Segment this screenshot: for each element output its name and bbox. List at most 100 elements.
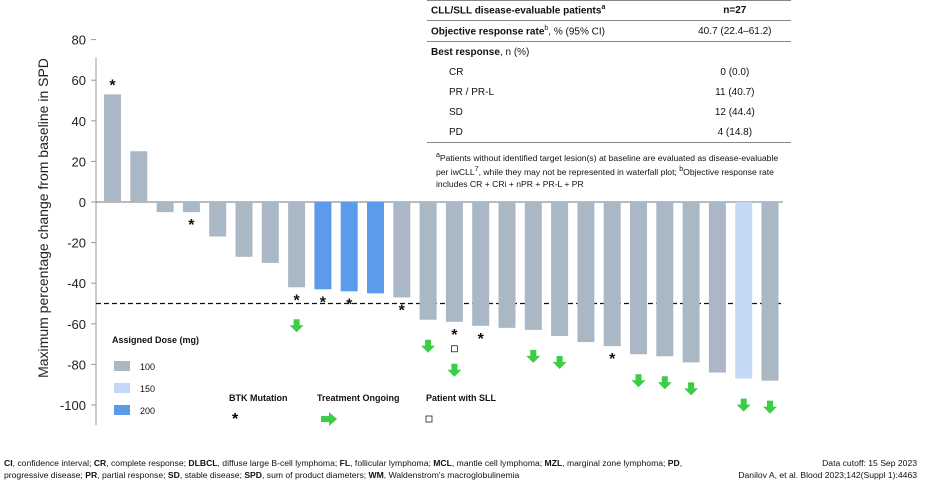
abbrev-def: , mantle cell lymphoma; [451,458,545,468]
legend-swatch-100 [114,361,130,371]
y-tick-label: -40 [67,276,86,291]
legend-label-150: 150 [140,384,155,394]
row-label-sd: SD [449,106,463,118]
down-arrow-icon [657,376,672,390]
abbrev-term: PR [85,470,98,480]
bar [551,202,569,336]
sll-square-icon [450,345,458,353]
btk-asterisk-icon: * [109,77,116,94]
abbrev-def: , sum of product diameters; [262,470,369,480]
row-label-cr: CR [449,66,464,78]
bar [182,202,200,213]
data-cutoff: Data cutoff: 15 Sep 2023 [822,458,917,468]
btk-asterisk-icon: * [188,217,195,234]
bar [130,151,148,202]
legend-title: Assigned Dose (mg) [112,335,199,345]
abbrev-def: , progressive disease; [4,458,683,480]
abbrev-def: , confidence interval; [12,458,94,468]
legend-ongoing: Treatment Ongoing [317,393,400,426]
down-arrow-icon [421,339,436,353]
bar [261,202,279,263]
table-best-response-row: Best response, n (%) [427,42,791,63]
abbrev-def: , marginal zone lymphoma; [562,458,668,468]
bar [235,202,253,257]
abbrev-term: DLBCL [188,458,218,468]
orr-value: 40.7 (22.4–61.2) [678,20,791,42]
row-label-pd: PD [427,122,679,143]
y-tick-label: 40 [72,114,86,129]
abbrev-term: FL [339,458,351,468]
legend-label-100: 100 [140,362,155,372]
square-icon [425,415,433,423]
y-tick-label: 80 [72,33,86,48]
bar [498,202,516,328]
down-arrow-icon [763,400,777,414]
abbrev-def: , follicular lymphoma; [350,458,434,468]
bar [419,202,437,320]
table-header-value: n=27 [678,0,791,21]
legend-btk-label: BTK Mutation [229,393,288,403]
down-arrow-icon [289,319,304,333]
abbrev-def: , stable disease; [179,470,245,480]
bar [656,202,674,357]
legend-swatch-200 [114,405,130,415]
btk-asterisk-icon: * [478,331,485,348]
row-value-pr: 11 (40.7) [715,86,755,98]
citation: Danilov A, et al. Blood 2023;142(Suppl 1… [738,470,917,480]
table-row: PR / PR-L 11 (40.7) [427,82,791,102]
btk-asterisk-icon: * [346,296,353,313]
asterisk-icon: * [232,411,239,428]
bar [472,202,490,326]
bar [603,202,621,347]
y-axis-label: Maximum percentage change from baseline … [35,58,51,378]
best-response-label: Best response, n (%) [431,46,530,58]
legend-swatch-150 [114,383,130,393]
abbreviations-footer: CI, confidence interval; CR, complete re… [4,457,684,481]
y-tick-label: -60 [67,317,86,332]
bar [340,202,358,292]
legend: Assigned Dose (mg) 100 150 200 BTK Mutatio… [112,335,497,428]
row-value-pd: 4 (14.8) [678,122,791,143]
table-row: SD 12 (44.4) [427,102,791,122]
legend-sll: Patient with SLL [425,393,497,423]
abbrev-def: , Waldenstrom's macroglobulinemia [383,470,520,480]
btk-asterisk-icon: * [293,292,300,309]
down-arrow-icon [736,398,751,412]
btk-asterisk-icon: * [399,302,406,319]
abbrev-def: , partial response; [97,470,168,480]
table-header-label: CLL/SLL disease-evaluable patientsa [427,0,679,21]
down-arrow-icon [526,349,541,363]
btk-asterisk-icon: * [320,294,327,311]
y-tick-label: -20 [67,236,86,251]
bar [104,94,121,202]
bar [288,202,306,288]
abbrev-term: CR [93,458,107,468]
abbrev-term: SPD [244,470,262,480]
bar [735,202,753,379]
bar [314,202,332,290]
abbrev-def: , complete response; [106,458,189,468]
abbrev-def: , diffuse large B-cell lymphoma; [217,458,340,468]
y-tick-label: -100 [60,398,86,413]
bar [524,202,542,330]
abbrev-term: MCL [433,458,452,468]
bar [708,202,726,373]
abbrev-term: WM [368,470,384,480]
bar [209,202,227,237]
table-row: PD 4 (14.8) [427,122,791,143]
row-value-sd: 12 (44.4) [714,106,755,118]
y-tick-label: -80 [67,357,86,372]
down-arrow-icon [631,374,646,388]
bar [367,202,384,294]
legend-label-200: 200 [140,406,155,416]
table-header-row: CLL/SLL disease-evaluable patientsa n=27 [427,0,791,21]
bar [682,202,700,363]
y-tick-label: 60 [72,73,86,88]
bar [445,202,463,322]
right-arrow-icon [321,412,337,426]
abbrev-term: SD [167,470,180,480]
abbrev-term: CI [4,458,13,468]
bar [156,202,174,213]
bar [393,202,411,298]
